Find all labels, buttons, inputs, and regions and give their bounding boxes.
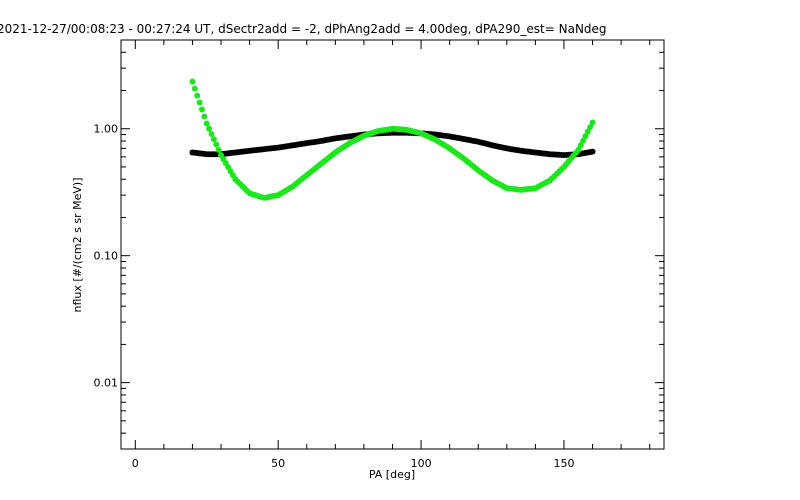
data-point xyxy=(203,120,210,127)
data-point xyxy=(191,85,198,92)
data-point xyxy=(206,125,213,132)
data-point xyxy=(198,106,205,113)
chart-title: 2021-12-27/00:08:23 - 00:27:24 UT, dSect… xyxy=(0,22,607,36)
x-tick-label: 100 xyxy=(411,457,432,470)
series-layer xyxy=(189,78,596,201)
data-point xyxy=(213,141,220,148)
y-tick-label: 0.01 xyxy=(94,377,119,390)
data-point xyxy=(194,92,201,99)
y-axis-label: nflux [#/(cm2 s sr MeV)] xyxy=(71,178,84,313)
data-point xyxy=(196,99,203,106)
x-axis-label: PA [deg] xyxy=(369,468,415,481)
data-point xyxy=(189,78,196,85)
data-point xyxy=(587,124,594,131)
data-point xyxy=(580,137,587,144)
data-point xyxy=(584,128,591,135)
data-point xyxy=(582,133,589,140)
data-point xyxy=(210,136,217,143)
axes: 0 50 100 150 0.01 0.10 1.00 xyxy=(94,39,664,470)
y-tick-label: 1.00 xyxy=(94,123,119,136)
x-tick-label: 50 xyxy=(271,457,285,470)
data-point xyxy=(201,113,208,120)
data-point xyxy=(215,146,222,153)
series-2 xyxy=(189,78,596,201)
plot-frame xyxy=(120,39,665,450)
data-point xyxy=(208,131,215,138)
data-point xyxy=(589,148,596,155)
x-tick-label: 150 xyxy=(553,457,574,470)
series-1 xyxy=(189,129,596,159)
data-point xyxy=(589,119,596,126)
data-point xyxy=(577,142,584,149)
data-point xyxy=(575,146,582,153)
x-tick-label: 0 xyxy=(132,457,139,470)
y-tick-label: 0.10 xyxy=(94,250,119,263)
